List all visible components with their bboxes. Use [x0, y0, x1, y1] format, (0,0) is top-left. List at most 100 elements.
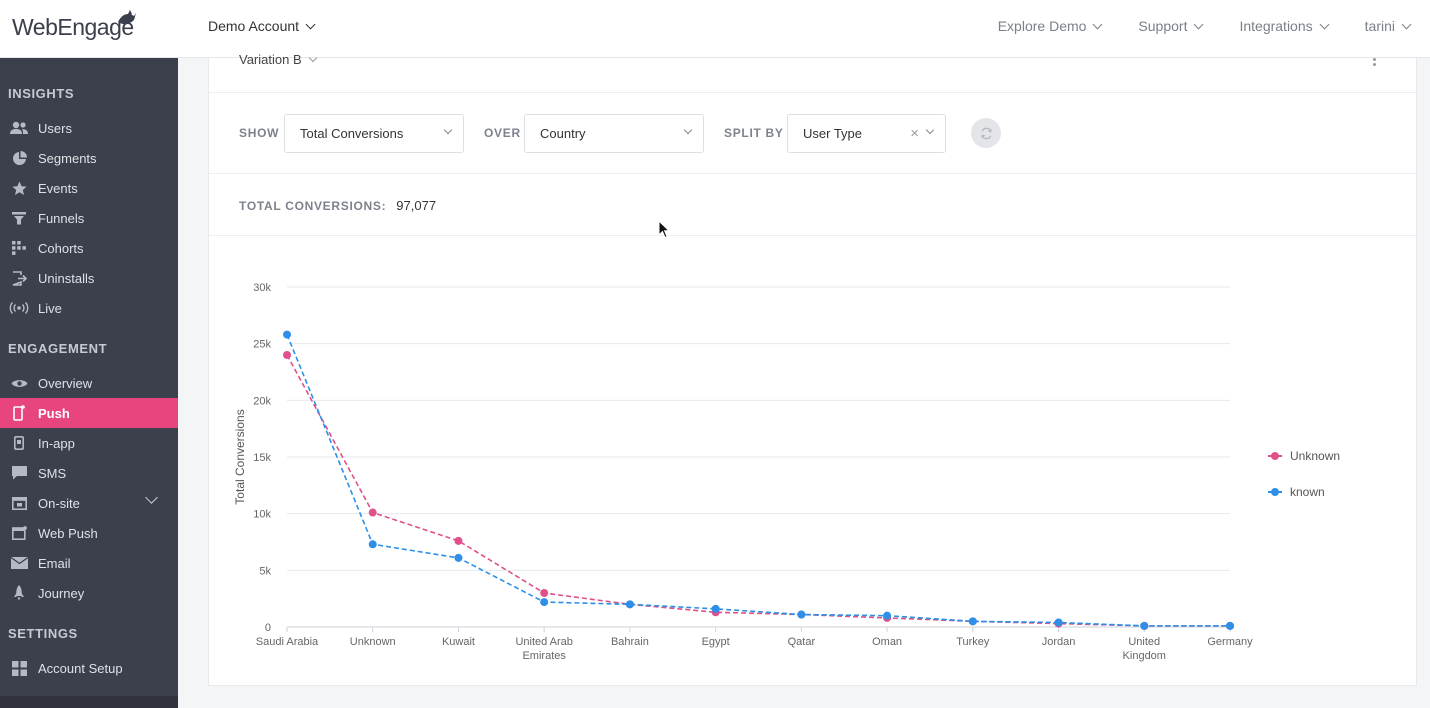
series-line-known — [286, 334, 1230, 627]
data-point-unknown — [454, 536, 463, 545]
sidebar-item-label: Users — [38, 120, 72, 136]
nav-user-menu[interactable]: tarini — [1364, 18, 1412, 34]
nav-integrations[interactable]: Integrations — [1239, 18, 1330, 34]
sidebar-item-on-site[interactable]: On-site — [0, 488, 178, 518]
data-point-unknown — [368, 508, 377, 517]
sidebar-item-journey[interactable]: Journey — [0, 578, 178, 608]
data-point-unknown — [540, 589, 549, 597]
mail-icon — [8, 557, 30, 569]
show-value: Total Conversions — [300, 126, 404, 141]
x-tick-label: Saudi Arabia — [256, 636, 319, 648]
y-tick-label: 0 — [265, 622, 271, 634]
chevron-down-icon — [683, 125, 693, 135]
clear-icon[interactable]: × — [910, 125, 919, 142]
x-tick-label: Oman — [872, 636, 902, 648]
chevron-down-icon — [305, 19, 316, 29]
sidebar-item-sms[interactable]: SMS — [0, 458, 178, 488]
split-by-dropdown[interactable]: User Type × — [787, 114, 946, 153]
x-tick-label: United Kingdom — [1123, 636, 1166, 662]
data-point-known — [540, 598, 549, 607]
data-point-known — [283, 330, 291, 339]
account-switcher[interactable]: Demo Account — [208, 18, 316, 34]
more-options-icon[interactable] — [1373, 58, 1376, 70]
x-tick-label: Unknown — [350, 636, 396, 648]
sidebar-item-in-app[interactable]: In-app — [0, 428, 178, 458]
chevron-down-icon — [443, 125, 453, 135]
legend-marker — [1271, 452, 1279, 460]
total-conversions: TOTAL CONVERSIONS: 97,077 — [239, 198, 436, 213]
refresh-button[interactable] — [971, 118, 1001, 148]
sidebar-item-users[interactable]: Users — [0, 113, 178, 143]
sidebar-item-funnels[interactable]: Funnels — [0, 203, 178, 233]
sidebar-item-segments[interactable]: Segments — [0, 143, 178, 173]
data-point-known — [883, 611, 892, 620]
x-tick-label: Kuwait — [442, 636, 475, 648]
legend-marker — [1271, 488, 1279, 496]
onsite-icon — [8, 496, 30, 510]
section-engagement: ENGAGEMENT — [8, 341, 108, 356]
over-dropdown[interactable]: Country — [524, 114, 704, 153]
sidebar-item-web-push[interactable]: Web Push — [0, 518, 178, 548]
section-insights: INSIGHTS — [8, 86, 75, 101]
nav-explore-demo[interactable]: Explore Demo — [998, 18, 1103, 34]
y-tick-label: 5k — [259, 565, 271, 577]
y-tick-label: 25k — [253, 339, 271, 351]
webengage-logo[interactable]: WebEngage — [12, 10, 136, 42]
eye-icon — [8, 378, 30, 389]
sidebar-item-events[interactable]: Events — [0, 173, 178, 203]
x-tick-label: Qatar — [788, 636, 816, 648]
sidebar-item-label: On-site — [38, 495, 80, 511]
variation-label: Variation B — [239, 52, 302, 67]
report-card: Variation B SHOW Total Conversions OVER … — [208, 52, 1418, 686]
inapp-icon — [8, 436, 30, 450]
legend-label: Unknown — [1290, 449, 1340, 463]
chevron-down-icon — [308, 53, 317, 62]
section-settings: SETTINGS — [8, 626, 78, 641]
data-point-known — [797, 610, 806, 619]
data-point-known — [368, 540, 377, 549]
sidebar-item-label: Overview — [38, 375, 93, 391]
grid-icon — [8, 660, 30, 676]
mouse-cursor-icon — [658, 220, 670, 239]
x-tick-label: Turkey — [956, 636, 990, 648]
x-tick-label: United Arab Emirates — [515, 636, 572, 662]
divider — [209, 173, 1418, 174]
sidebar-item-label: Live — [38, 300, 62, 316]
nav-support[interactable]: Support — [1138, 18, 1204, 34]
account-name: Demo Account — [208, 18, 300, 34]
y-tick-label: 20k — [253, 395, 271, 407]
sidebar-footer — [0, 696, 178, 708]
sms-icon — [8, 466, 30, 480]
divider — [209, 92, 1418, 93]
variation-selector[interactable]: Variation B — [239, 52, 317, 67]
sidebar-item-push[interactable]: Push — [0, 398, 178, 428]
sidebar-item-live[interactable]: Live — [0, 293, 178, 323]
nav-label: tarini — [1364, 18, 1395, 34]
chevron-down-icon — [925, 125, 935, 135]
mobile-icon — [8, 405, 30, 421]
total-conversions-label: TOTAL CONVERSIONS: — [239, 198, 387, 213]
logo-text: WebEngage — [12, 13, 134, 40]
sidebar-item-email[interactable]: Email — [0, 548, 178, 578]
over-label: OVER — [484, 126, 521, 140]
webpush-icon — [8, 526, 30, 540]
exit-icon — [8, 270, 30, 286]
data-point-known — [1054, 618, 1063, 627]
conversions-line-chart: 0 5k 10k 15k 20k 25k 30k Total Conversions Saudi… — [233, 282, 1340, 662]
sidebar-item-cohorts[interactable]: Cohorts — [0, 233, 178, 263]
sidebar-item-uninstalls[interactable]: Uninstalls — [0, 263, 178, 293]
expand-chevron-icon[interactable] — [145, 491, 158, 504]
show-dropdown[interactable]: Total Conversions — [284, 114, 464, 153]
over-value: Country — [540, 126, 586, 141]
sidebar-item-overview[interactable]: Overview — [0, 368, 178, 398]
data-point-known — [1226, 621, 1234, 630]
sidebar-item-label: Cohorts — [38, 240, 84, 256]
sidebar-item-label: SMS — [38, 465, 67, 481]
data-point-known — [1140, 621, 1149, 630]
rocket-icon — [8, 585, 30, 601]
data-point-known — [454, 553, 463, 562]
sidebar-item-account-setup[interactable]: Account Setup — [0, 653, 178, 683]
data-point-unknown — [283, 351, 291, 359]
sidebar: INSIGHTS Users Segments Events Funnels C… — [0, 58, 178, 708]
legend-label: known — [1290, 485, 1325, 499]
